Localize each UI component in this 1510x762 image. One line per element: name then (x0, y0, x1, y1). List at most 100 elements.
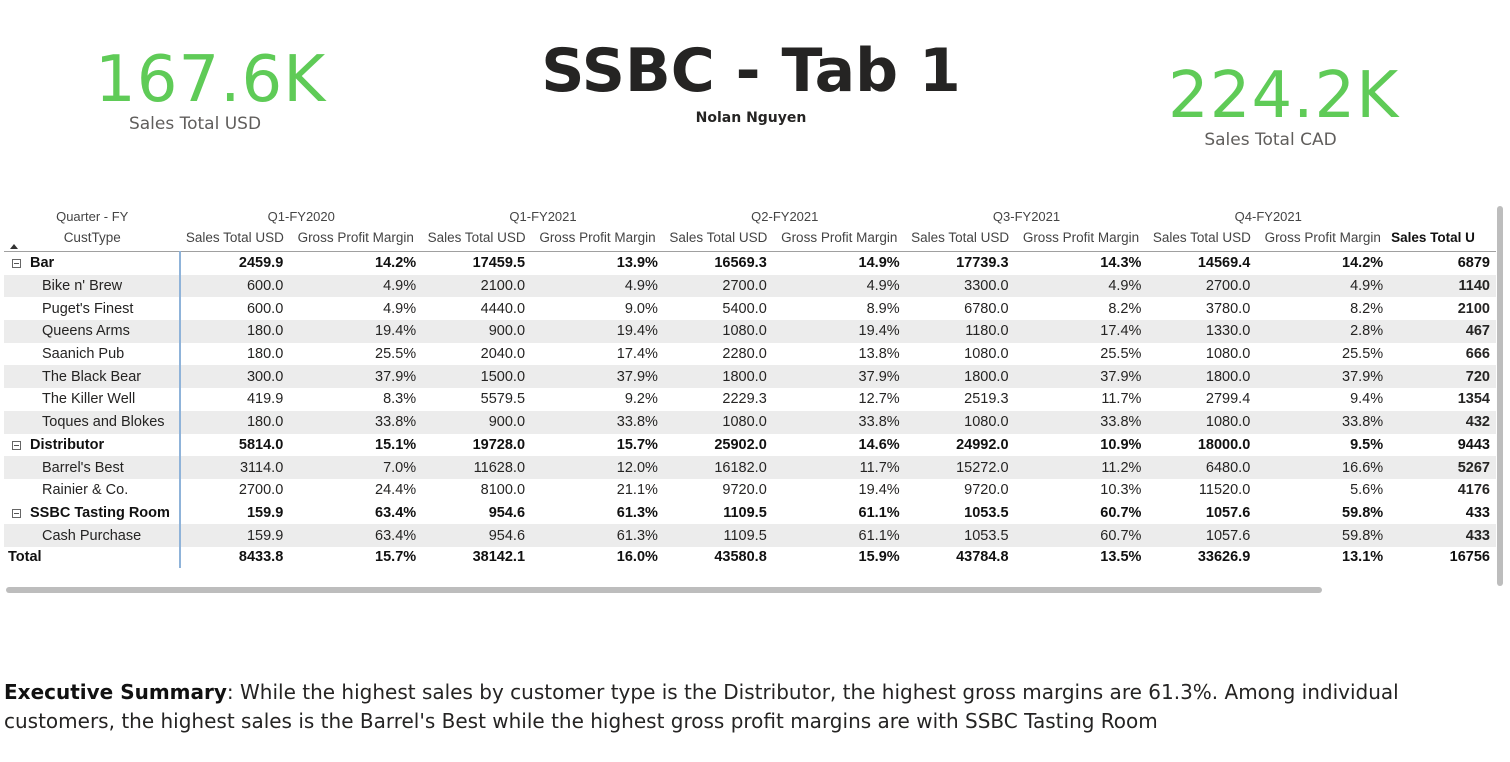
row-header-label: CustType (63, 230, 121, 245)
matrix-cell: 16.6% (1256, 456, 1390, 479)
sort-ascending-icon[interactable] (10, 244, 18, 249)
matrix-cell: 1053.5 (905, 524, 1015, 547)
matrix-cell: 2280.0 (722, 346, 767, 363)
matrix-cell: 24.4% (375, 482, 417, 499)
matrix-cell: 19.4% (858, 482, 900, 499)
row-label: Barrel's Best (42, 459, 124, 476)
matrix-cell: 61.1% (858, 504, 900, 521)
row-header-cell[interactable]: Distributor (4, 433, 182, 457)
matrix-row: Puget's Finest 600.0 4.9% 4440.0 9.0% 5400.0 8… (4, 297, 1496, 321)
matrix-cell: 4176 (1457, 482, 1490, 499)
matrix-cell: 37.9% (772, 365, 906, 389)
matrix-cell: 11520.0 (1198, 482, 1251, 499)
matrix-cell: 16.0% (616, 549, 658, 566)
collapse-icon[interactable] (12, 259, 21, 269)
row-label: Saanich Pub (42, 346, 125, 363)
matrix-cell: 37.9% (531, 365, 664, 389)
matrix-cell: 11.2% (1014, 456, 1148, 479)
matrix-row: Barrel's Best 3114.0 7.0% 11628.0 12.0% 16182… (4, 456, 1496, 479)
matrix-table: Quarter - FY Q1-FY2020 Q1-FY2021 Q2-FY2021… (4, 206, 1496, 568)
column-header-quarter: Q1-FY2020 (267, 209, 335, 224)
kpi-label: Sales Total USD (128, 114, 262, 134)
matrix-cell: 6879 (1457, 255, 1490, 272)
matrix-cell: 600.0 (246, 300, 284, 317)
matrix-cell: 419.9 (246, 391, 284, 408)
matrix-cell: 1330.0 (1147, 320, 1257, 343)
matrix-cell: 433 (1389, 524, 1496, 547)
matrix-cell: 19.4% (531, 320, 664, 343)
matrix-cell: 2799.4 (1205, 391, 1251, 408)
matrix-cell: 12.7% (858, 391, 900, 408)
matrix-cell: 900.0 (422, 320, 532, 343)
matrix-cell: 433 (1465, 504, 1490, 521)
horizontal-scrollbar[interactable] (6, 587, 1322, 593)
row-header-cell[interactable]: Bar (4, 251, 182, 275)
matrix-cell: 25902.0 (714, 436, 767, 453)
matrix-cell: 2100 (1457, 300, 1490, 317)
matrix-cell: 38142.1 (472, 549, 526, 566)
matrix-cell: 9.2% (624, 391, 658, 408)
vertical-scrollbar[interactable] (1497, 206, 1503, 586)
matrix-cell: 9.4% (1350, 391, 1384, 408)
matrix-cell: 37.9% (1014, 365, 1148, 389)
matrix-total-row: Total 8433.8 15.7% 38142.1 16.0% 43580.8 15.9%… (4, 546, 1496, 568)
matrix-cell: 1080.0 (905, 410, 1015, 434)
row-header-cell: The Black Bear (4, 365, 182, 389)
matrix-cell: 61.3% (616, 504, 658, 521)
matrix-cell: 15.9% (858, 549, 900, 566)
matrix-cell: 1080.0 (663, 320, 773, 343)
matrix-cell: 33626.9 (1197, 549, 1251, 566)
matrix-cell: 1109.5 (723, 504, 767, 521)
column-header-sales[interactable]: Sales Total USD (905, 224, 1015, 252)
matrix-cell: 2.8% (1256, 320, 1390, 343)
matrix-cell: 37.9% (289, 365, 423, 389)
row-header-cell[interactable]: SSBC Tasting Room (4, 501, 182, 525)
column-header-sales[interactable]: Sales Total USD (663, 224, 773, 252)
matrix-cell: 19.4% (772, 320, 906, 343)
matrix-visual[interactable]: Quarter - FY Q1-FY2020 Q1-FY2021 Q2-FY2021… (4, 206, 1496, 586)
collapse-icon[interactable] (12, 508, 21, 518)
row-label: Total (8, 549, 42, 566)
collapse-icon[interactable] (12, 440, 21, 450)
matrix-cell: 13.9% (616, 255, 658, 272)
matrix-cell: 1800.0 (1147, 365, 1257, 389)
matrix-cell: 4.9% (1014, 274, 1148, 298)
matrix-cell: 59.8% (1256, 524, 1390, 547)
matrix-cell: 5.6% (1350, 482, 1384, 499)
matrix-cell: 21.1% (616, 482, 658, 499)
matrix-cell: 33.8% (289, 410, 423, 434)
row-label: Rainier & Co. (42, 482, 129, 499)
matrix-row: Bike n' Brew 600.0 4.9% 2100.0 4.9% 2700.0 4.9… (4, 274, 1496, 298)
column-header-margin[interactable]: Gross Profit Margin (1256, 224, 1390, 252)
column-header-sales[interactable]: Sales Total USD (1147, 224, 1257, 252)
row-header-custtype[interactable]: CustType (4, 224, 181, 252)
column-header-sales[interactable]: Sales Total USD (180, 224, 290, 252)
matrix-cell: 600.0 (180, 274, 290, 298)
row-header-cell: Puget's Finest (4, 297, 182, 321)
matrix-cell: 1080.0 (663, 410, 773, 434)
matrix-cell: 4.9% (383, 300, 417, 317)
column-header-total-sales[interactable]: Sales Total U (1389, 224, 1496, 252)
matrix-cell: 43784.8 (956, 549, 1009, 566)
column-header-sales[interactable]: Sales Total USD (422, 224, 532, 252)
matrix-row: Rainier & Co. 2700.0 24.4% 8100.0 21.1% 9720.… (4, 478, 1496, 502)
column-header-margin[interactable]: Gross Profit Margin (531, 224, 664, 252)
matrix-cell: 4.9% (1256, 274, 1390, 298)
author-name: Nolan Nguyen (695, 110, 807, 126)
column-header-margin[interactable]: Gross Profit Margin (1014, 224, 1148, 252)
matrix-cell: 3300.0 (905, 274, 1015, 298)
matrix-cell: 4.9% (772, 274, 906, 298)
matrix-cell: 60.7% (1014, 524, 1148, 547)
matrix-cell: 180.0 (246, 346, 284, 363)
column-header-quarter: Q3-FY2021 (992, 209, 1061, 224)
matrix-cell: 1080.0 (1147, 410, 1257, 434)
matrix-cell: 2700.0 (238, 482, 284, 499)
matrix-group-row: Bar 2459.9 14.2% 17459.5 13.9% 16569.3 14.9% 17… (4, 251, 1496, 275)
matrix-cell: 16569.3 (714, 255, 767, 272)
matrix-cell: 15.7% (616, 436, 658, 453)
column-header-margin[interactable]: Gross Profit Margin (289, 224, 423, 252)
row-label: Toques and Blokes (42, 414, 165, 431)
matrix-cell: 9443 (1457, 436, 1490, 453)
column-header-margin[interactable]: Gross Profit Margin (772, 224, 906, 252)
matrix-cell: 8.2% (1108, 300, 1142, 317)
